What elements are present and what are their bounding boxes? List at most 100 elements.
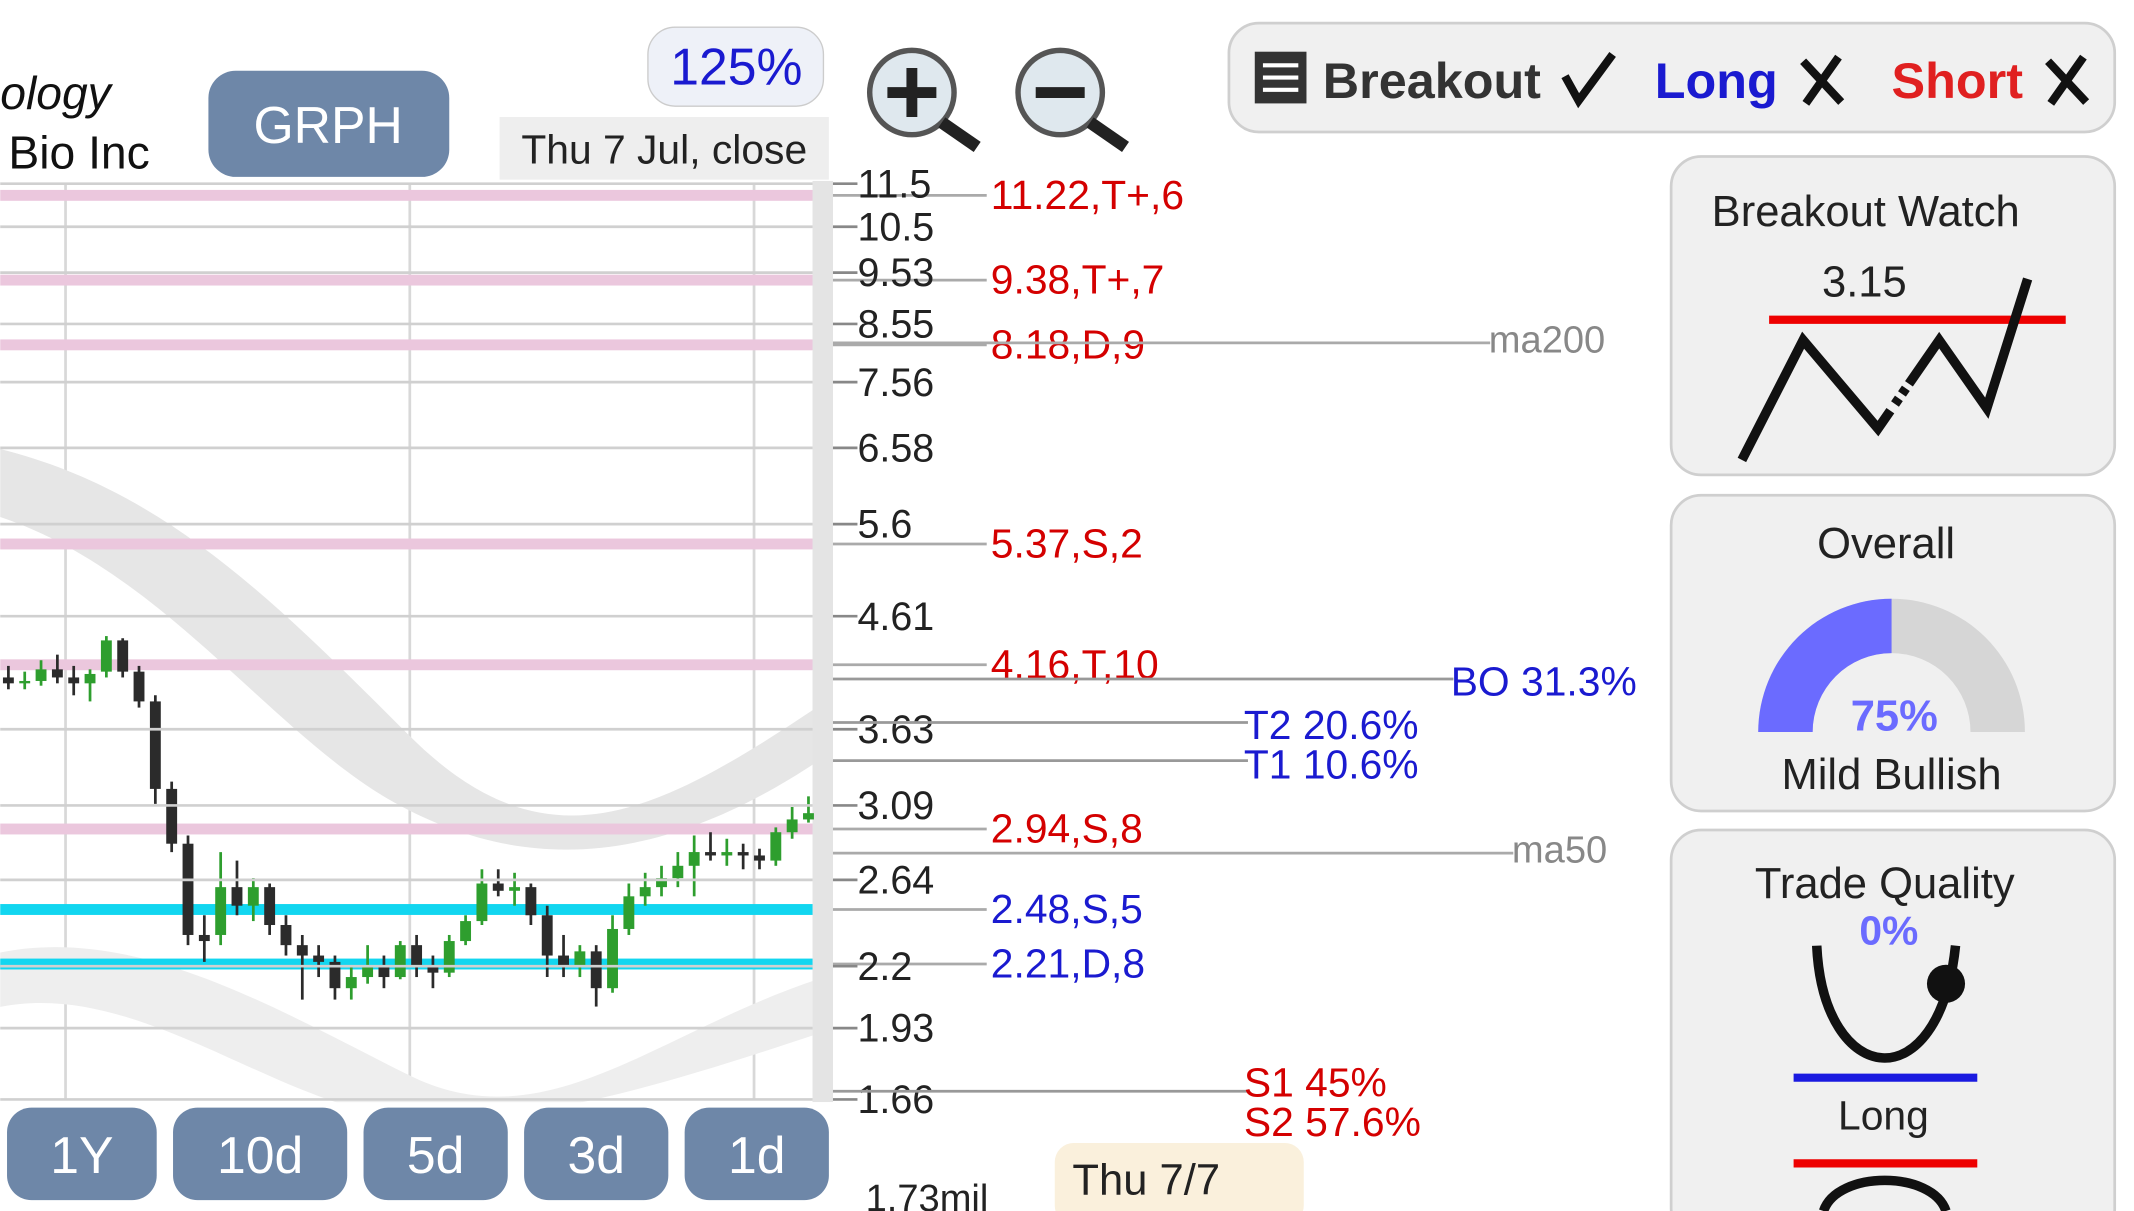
period-label[interactable]: 3d	[567, 1126, 625, 1184]
y-tick-label: 3.63	[857, 708, 934, 752]
signal-breakout[interactable]: Breakout	[1323, 52, 1541, 109]
candle-body	[672, 865, 684, 879]
zoom-text[interactable]: 125%	[670, 37, 802, 95]
panel-title: Trade Quality	[1755, 860, 2015, 908]
candle-body	[509, 887, 521, 891]
y-tick-label: 10.5	[857, 205, 934, 249]
candle-body	[19, 680, 31, 684]
candle-body	[296, 945, 308, 956]
period-label[interactable]: 1d	[728, 1126, 786, 1184]
candle-body	[443, 941, 455, 973]
signal-bar[interactable]	[1227, 21, 2117, 134]
level-band	[0, 823, 813, 835]
y-tick-label: 4.61	[857, 595, 934, 639]
candle-body	[117, 640, 129, 672]
targets: BO 31.3% T2 20.6% T1 10.6% S1 45% S2 57.…	[1244, 658, 1637, 1145]
y-tick-label: 2.64	[857, 859, 934, 903]
breakout-watch-panel[interactable]	[1669, 155, 2117, 477]
period-label[interactable]: 10d	[217, 1126, 303, 1184]
y-tick-label: 3.09	[857, 784, 934, 828]
candle-body	[166, 788, 178, 844]
menu-icon[interactable]	[1254, 51, 1307, 104]
candle-body	[411, 945, 423, 967]
candle-body	[427, 966, 439, 973]
candle-body	[721, 852, 733, 856]
candle-body	[345, 977, 357, 989]
candle-body	[394, 945, 406, 978]
candle-body	[737, 852, 749, 856]
y-tick-label: 9.53	[857, 251, 934, 295]
period-button[interactable]	[173, 1107, 348, 1201]
candle-body	[247, 887, 259, 906]
zoom-level[interactable]	[647, 26, 825, 107]
target-label: T2 20.6%	[1244, 702, 1419, 748]
trade-quality-panel[interactable]	[1669, 828, 2117, 1211]
level-label: 2.21,D,8	[991, 941, 1145, 987]
candle-body	[525, 887, 537, 916]
candle-body	[149, 701, 161, 789]
y-tick-label: 1.93	[857, 1007, 934, 1051]
company-name: Bio Inc	[8, 127, 149, 179]
check	[1561, 52, 1616, 109]
zoom-out[interactable]	[1015, 47, 1129, 152]
candle-body	[35, 669, 47, 681]
period-button[interactable]	[7, 1107, 157, 1201]
candle-body	[476, 883, 488, 922]
level-band	[0, 904, 813, 915]
candle-body	[198, 934, 210, 942]
panel-title: Breakout Watch	[1712, 188, 2020, 236]
trade-side: Long	[1838, 1092, 1929, 1138]
cross	[1800, 54, 1845, 106]
target-label: S2 57.6%	[1244, 1099, 1421, 1145]
session-box	[499, 117, 829, 180]
candle-body	[786, 819, 798, 833]
candle-body	[51, 669, 63, 678]
candle-body	[460, 921, 472, 942]
y-tick-label: 6.58	[857, 426, 934, 470]
zoom-in[interactable]	[866, 47, 981, 152]
volume: 1.73mil	[866, 1178, 989, 1211]
period-button[interactable]	[363, 1107, 508, 1201]
candle-body	[231, 887, 243, 906]
period-button[interactable]	[684, 1107, 829, 1201]
candle-body	[590, 951, 602, 989]
candle-body	[656, 878, 667, 888]
period-label[interactable]: 1Y	[50, 1126, 113, 1184]
target-lines	[832, 677, 1454, 1093]
ma-cloud	[0, 947, 817, 1119]
cross	[2045, 54, 2090, 106]
candle-body	[803, 813, 814, 820]
signal-short[interactable]: Short	[1892, 52, 2024, 109]
period-button[interactable]	[524, 1107, 669, 1201]
level-band	[0, 659, 813, 671]
candle-body	[623, 896, 635, 929]
level-label: 8.18,D,9	[991, 321, 1145, 367]
ticker[interactable]: GRPH	[253, 96, 402, 154]
ma-label: ma50	[1512, 830, 1607, 872]
marker	[1926, 964, 1966, 1003]
period-label[interactable]: 5d	[407, 1126, 464, 1184]
y-tick-label: 7.56	[857, 361, 934, 405]
y-tick-label: 2.2	[857, 945, 912, 989]
level-label: 5.37,S,2	[991, 521, 1143, 567]
candle-body	[705, 852, 716, 856]
date-tag	[1054, 1142, 1304, 1211]
candle-body	[541, 915, 553, 956]
cap-pattern	[1819, 1175, 1951, 1211]
level-label: 9.38,T+,7	[991, 257, 1165, 303]
candle-body	[215, 887, 227, 935]
level-label: 11.22,T+,6	[991, 172, 1184, 218]
candle-body	[2, 677, 14, 684]
candle-body	[362, 966, 374, 978]
y-tick-label: 1.66	[857, 1078, 934, 1122]
signal-long[interactable]: Long	[1655, 52, 1778, 109]
candle-body	[133, 671, 145, 702]
overall-verdict: Mild Bullish	[1781, 751, 2001, 799]
ticker-button[interactable]	[208, 70, 450, 177]
y-tick-label: 5.6	[857, 503, 912, 547]
gauge-fill	[1758, 598, 1892, 733]
scroll-strip	[812, 180, 833, 1103]
candle-body	[264, 887, 276, 926]
target-label: BO 31.3%	[1451, 658, 1637, 704]
